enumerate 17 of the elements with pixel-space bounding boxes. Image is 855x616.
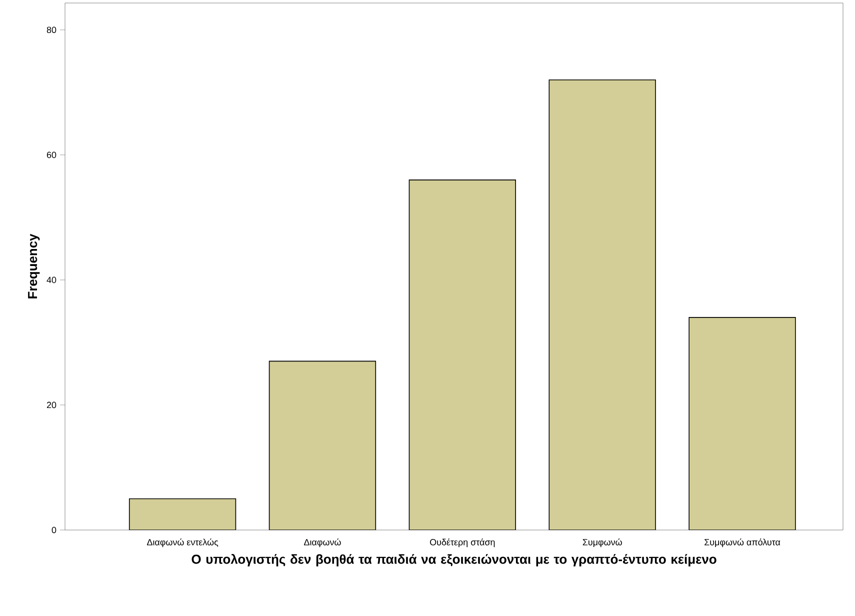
y-tick-label: 20 — [46, 402, 56, 408]
bar — [128, 498, 236, 530]
x-tick-label: Διαφωνώ εντελώς — [146, 538, 218, 548]
x-tick-label: Διαφωνώ — [304, 538, 341, 548]
y-tick-label: 60 — [46, 152, 56, 158]
x-tick-label: Συμφωνώ απόλυτα — [704, 538, 780, 548]
bar — [409, 180, 516, 530]
y-axis-title: Frequency — [28, 234, 40, 298]
x-tick-label: Συμφωνώ — [582, 538, 622, 548]
x-axis-title: Ο υπολογιστής δεν βοηθά τα παιδιά να εξοικειώνονται με το γραπτό-έντυπο κείμενο — [192, 554, 716, 566]
bar — [688, 317, 796, 530]
y-tick-label: 0 — [52, 526, 56, 534]
bar — [268, 360, 376, 530]
x-tick-label: Ουδέτερη στάση — [430, 538, 495, 548]
y-tick-label: 80 — [46, 26, 56, 34]
bar — [548, 79, 656, 530]
y-tick-label: 40 — [46, 276, 56, 284]
